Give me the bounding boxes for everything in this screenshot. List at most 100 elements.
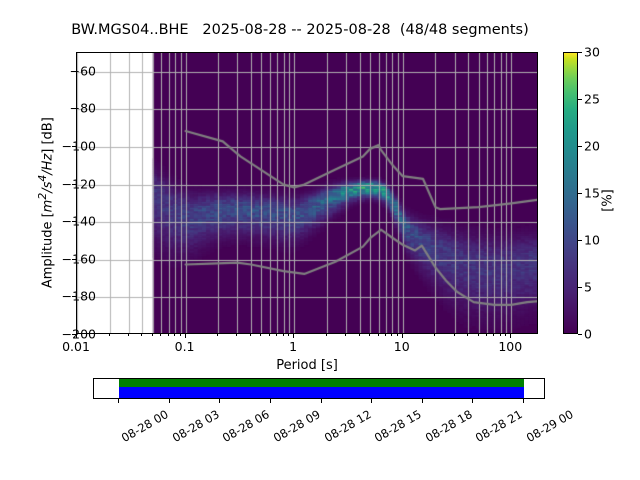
x-axis-minor-tick	[486, 334, 487, 337]
y-axis-tick-mark	[72, 334, 76, 335]
x-axis-minor-tick	[378, 334, 379, 337]
timeline-tick-label: 08-28 21	[473, 407, 526, 445]
y-axis-tick-label: −180	[61, 288, 96, 304]
ppsd-plot-area[interactable]	[76, 52, 538, 334]
timeline-tick-mark	[472, 399, 473, 403]
y-axis-tick-mark	[72, 221, 76, 222]
colorbar-tick-mark	[578, 146, 582, 147]
colorbar-tick-label: 15	[584, 185, 600, 201]
x-axis-minor-tick	[454, 334, 455, 337]
y-axis-tick-mark	[72, 296, 76, 297]
plot-title: BW.MGS04..BHE 2025-08-28 -- 2025-08-28 (…	[71, 22, 529, 38]
x-axis-tick-label: 0.1	[174, 339, 195, 354]
colorbar-tick-label: 0	[584, 326, 592, 342]
colorbar-tick-mark	[578, 334, 582, 335]
x-axis-minor-tick	[260, 334, 261, 337]
x-axis-tick-label: 0.01	[62, 339, 90, 354]
colorbar-tick-label: 5	[584, 279, 592, 295]
x-axis-minor-tick	[128, 334, 129, 337]
x-axis-tick-mark	[402, 334, 403, 338]
y-axis-tick-mark	[72, 108, 76, 109]
x-axis-minor-tick	[288, 334, 289, 337]
x-axis-minor-tick	[180, 334, 181, 337]
timeline-tick-label: 08-28 06	[220, 407, 272, 445]
timeline-tick-mark	[270, 399, 271, 403]
x-axis-minor-tick	[345, 334, 346, 337]
colorbar	[563, 52, 578, 334]
timeline-tick-label: 08-28 12	[321, 407, 374, 445]
x-axis-minor-tick	[500, 334, 501, 337]
timeline-tick-mark	[118, 399, 119, 403]
x-axis-minor-tick	[478, 334, 479, 337]
timeline-tick-label: 08-28 18	[422, 407, 475, 445]
x-axis-minor-tick	[397, 334, 398, 337]
x-axis-minor-tick	[109, 334, 110, 337]
timeline-tick-mark	[219, 399, 220, 403]
colorbar-label: [%]	[600, 189, 616, 212]
x-axis-minor-tick	[236, 334, 237, 337]
colorbar-tick-mark	[578, 52, 582, 53]
colorbar-tick-mark	[578, 240, 582, 241]
x-axis-label: Period [s]	[276, 358, 338, 373]
x-axis-minor-tick	[276, 334, 277, 337]
x-axis-minor-tick	[168, 334, 169, 337]
x-axis-minor-tick	[493, 334, 494, 337]
colorbar-tick-mark	[578, 193, 582, 194]
y-axis-tick-label: −120	[61, 176, 96, 192]
x-axis-minor-tick	[434, 334, 435, 337]
x-axis-minor-tick	[217, 334, 218, 337]
x-axis-tick-label: 10	[393, 339, 410, 354]
timeline-tick-label: 08-28 09	[270, 407, 323, 445]
x-axis-minor-tick	[141, 334, 142, 337]
y-axis-tick-mark	[72, 146, 76, 147]
timeline-tick-mark	[169, 399, 170, 403]
y-axis-tick-label: −80	[69, 100, 96, 116]
coverage-available-bar	[119, 387, 524, 398]
timeline-tick-mark	[321, 399, 322, 403]
coverage-used-bar	[119, 379, 524, 387]
colorbar-tick-label: 10	[584, 232, 600, 248]
y-axis-tick-label: −200	[61, 326, 96, 342]
x-axis-tick-label: 1	[289, 339, 298, 354]
y-axis-tick-label: −140	[61, 213, 96, 229]
x-axis-minor-tick	[269, 334, 270, 337]
x-axis-tick-mark	[510, 334, 511, 338]
y-axis-tick-label: −160	[61, 251, 96, 267]
y-axis-label: Amplitude [m2/s4/Hz] [dB]	[36, 117, 56, 289]
x-axis-minor-tick	[505, 334, 506, 337]
timeline-tick-mark	[422, 399, 423, 403]
timeline-tick-label: 08-29 00	[523, 407, 576, 445]
data-coverage-timeline[interactable]	[93, 378, 545, 399]
y-axis-tick-mark	[72, 259, 76, 260]
x-axis-minor-tick	[467, 334, 468, 337]
x-axis-minor-tick	[391, 334, 392, 337]
colorbar-tick-label: 30	[584, 44, 600, 60]
timeline-tick-mark	[371, 399, 372, 403]
x-axis-minor-tick	[152, 334, 153, 337]
noise-model-reference-curves	[77, 53, 537, 333]
colorbar-tick-label: 25	[584, 91, 600, 107]
colorbar-tick-mark	[578, 287, 582, 288]
x-axis-minor-tick	[160, 334, 161, 337]
colorbar-tick-label: 20	[584, 138, 600, 154]
x-axis-minor-tick	[326, 334, 327, 337]
x-axis-minor-tick	[250, 334, 251, 337]
x-axis-minor-tick	[174, 334, 175, 337]
x-axis-minor-tick	[283, 334, 284, 337]
timeline-tick-label: 08-28 15	[372, 407, 424, 445]
x-axis-minor-tick	[359, 334, 360, 337]
x-axis-tick-mark	[293, 334, 294, 338]
timeline-tick-mark	[523, 399, 524, 403]
y-axis-tick-mark	[72, 184, 76, 185]
colorbar-tick-mark	[578, 99, 582, 100]
x-axis-minor-tick	[369, 334, 370, 337]
y-axis-tick-mark	[72, 71, 76, 72]
timeline-tick-label: 08-28 00	[118, 407, 171, 445]
x-axis-minor-tick	[385, 334, 386, 337]
x-axis-tick-mark	[76, 334, 77, 338]
y-axis-tick-label: −100	[61, 138, 96, 154]
y-axis-tick-label: −60	[69, 63, 96, 79]
timeline-tick-label: 08-28 03	[169, 407, 222, 445]
x-axis-tick-mark	[185, 334, 186, 338]
